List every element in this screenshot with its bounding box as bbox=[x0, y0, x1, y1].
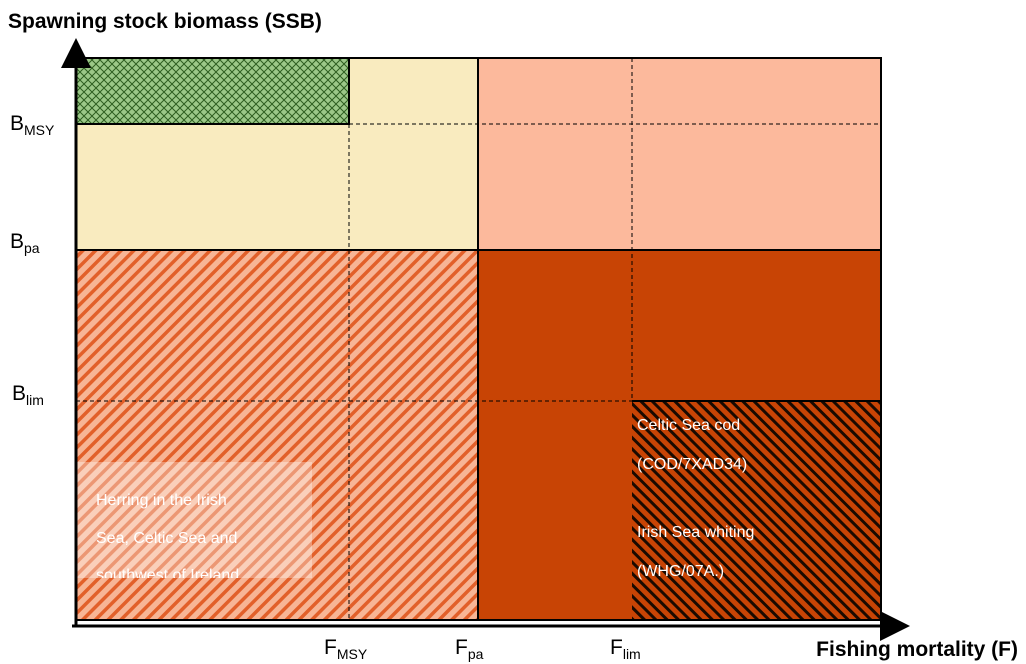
annotation-line: (COD/7XAD34) bbox=[637, 456, 747, 473]
symbol: F bbox=[455, 636, 468, 659]
subscript: lim bbox=[623, 646, 641, 662]
subscript: MSY bbox=[24, 122, 55, 138]
subscript: pa bbox=[24, 240, 40, 256]
reference-lines bbox=[76, 58, 881, 620]
annotation-line: southwest of Ireland bbox=[96, 567, 239, 584]
x-axis-label: Fishing mortality (F) bbox=[816, 638, 1018, 661]
x-marker: Fpa bbox=[455, 636, 484, 662]
y-axis-label: Spawning stock biomass (SSB) bbox=[8, 10, 322, 33]
symbol: F bbox=[610, 636, 623, 659]
annotation-line: Herring in the Irish bbox=[96, 492, 227, 509]
symbol: B bbox=[10, 112, 24, 135]
zone-hatched-orange bbox=[76, 250, 478, 620]
annotation-box bbox=[76, 462, 312, 578]
subscript: MSY bbox=[337, 646, 368, 662]
symbol: B bbox=[12, 382, 26, 405]
subscript: lim bbox=[26, 392, 44, 408]
zone-hatched-dark bbox=[632, 401, 881, 620]
zone-salmon bbox=[478, 58, 881, 250]
x-marker: FMSY bbox=[324, 636, 368, 662]
y-marker: Blim bbox=[12, 382, 44, 408]
y-marker: BMSY bbox=[10, 112, 55, 138]
y-marker: Bpa bbox=[10, 230, 40, 256]
annotation-line: Irish Sea whiting bbox=[637, 524, 754, 541]
zones bbox=[75, 57, 881, 620]
zone-borders bbox=[75, 57, 882, 621]
annotation-line: (WHG/07A.) bbox=[637, 563, 724, 580]
annotation-line: Sea, Celtic Sea and bbox=[96, 530, 237, 547]
annotation-line: Celtic Sea cod bbox=[637, 417, 740, 434]
symbol: F bbox=[324, 636, 337, 659]
zone-green bbox=[75, 57, 350, 125]
subscript: pa bbox=[468, 646, 484, 662]
x-marker: Flim bbox=[610, 636, 641, 662]
symbol: B bbox=[10, 230, 24, 253]
